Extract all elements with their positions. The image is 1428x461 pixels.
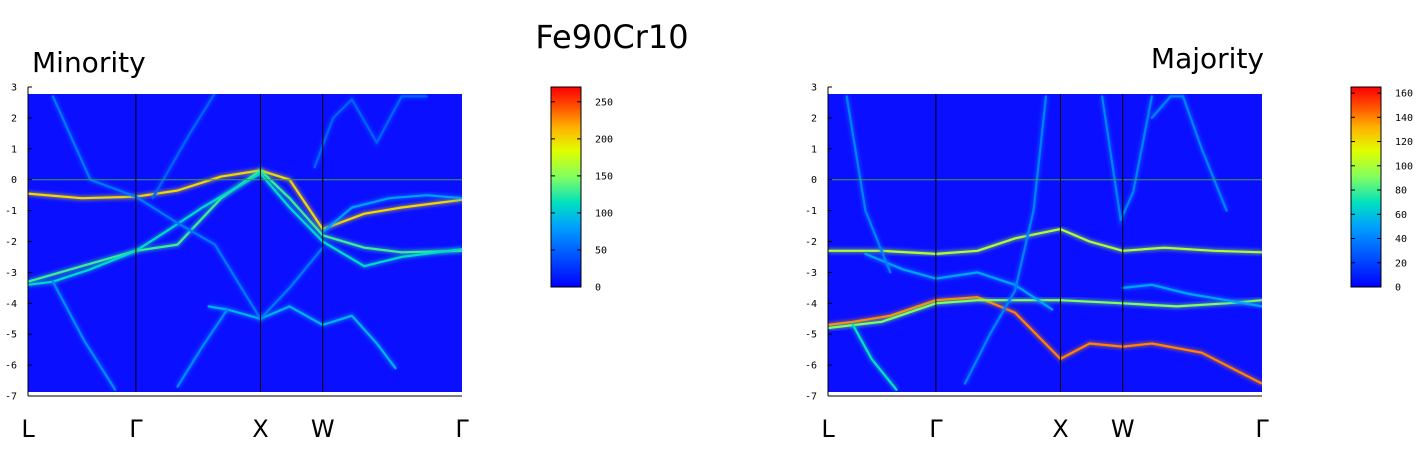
colorbar-tick-label: 80	[1395, 186, 1407, 197]
band-line	[845, 95, 892, 274]
band-line	[864, 252, 1054, 311]
band-line	[313, 95, 428, 169]
y-tick-label: -2	[805, 237, 817, 248]
bands	[28, 94, 462, 392]
colorbar-tick-label: 60	[1395, 210, 1407, 221]
band-line	[28, 172, 462, 286]
colorbar-tick-label: 100	[1395, 161, 1413, 172]
kpoint-label: W	[311, 415, 335, 443]
kpoint-label: Γ	[1255, 415, 1269, 443]
band-line	[134, 195, 324, 320]
band-line	[51, 280, 117, 391]
colorbar-tick-label: 200	[595, 134, 613, 145]
panel-title: Minority	[32, 46, 146, 79]
colorbar-tick-label: 150	[595, 171, 613, 182]
kpoint-label: W	[1111, 415, 1135, 443]
heatmap-background	[28, 94, 462, 392]
y-tick-label: -4	[5, 299, 17, 310]
colorbar-tick-label: 140	[1395, 113, 1413, 124]
y-tick-label: -6	[805, 361, 817, 372]
colorbar	[1350, 86, 1382, 288]
colorbar-tick-label: 40	[1395, 234, 1407, 245]
band-line	[851, 323, 898, 391]
y-tick-label: -3	[805, 268, 817, 279]
band-line	[1100, 95, 1154, 221]
band-line	[321, 194, 462, 234]
colorbar-tick-label: 0	[1395, 283, 1401, 294]
band-line	[828, 296, 1262, 385]
y-tick-label: -5	[5, 330, 17, 341]
y-tick-label: 1	[11, 144, 17, 155]
y-tick-label: 2	[811, 113, 817, 124]
colorbar-tick-label: 100	[595, 208, 613, 219]
y-tick-label: 3	[811, 83, 817, 94]
y-tick-label: -5	[805, 330, 817, 341]
kpoint-label: X	[1052, 415, 1068, 443]
kpoint-label: X	[252, 415, 268, 443]
colorbar-tick-label: 50	[595, 245, 607, 256]
band-line	[151, 94, 216, 200]
colorbar-tick-label: 120	[1395, 137, 1413, 148]
kpoint-label: L	[821, 415, 835, 443]
y-tick-label: 1	[811, 144, 817, 155]
y-tick-label: -3	[5, 268, 17, 279]
y-tick-label: -6	[5, 361, 17, 372]
kpoint-label: Γ	[929, 415, 943, 443]
panel-majority: Majority -7 -6 -5 -4 -3 -2 -1 0 1 2 3 L Γ X W Γ 0 20 40 60 80…	[805, 42, 1413, 443]
panel-minority: Minority -7 -6 -5 -4 -3 -2 -1 0 1 2 3 L Γ X W Γ 0 50 100 150…	[5, 46, 613, 443]
colorbar-tick-label: 160	[1395, 89, 1413, 100]
y-tick-label: 0	[11, 175, 17, 186]
figure-title: Fe90Cr10	[535, 18, 688, 56]
kpoint-label: Γ	[129, 415, 143, 443]
y-tick-label: -7	[805, 392, 817, 403]
band-line	[207, 305, 397, 370]
y-tick-label: -4	[805, 299, 817, 310]
colorbar	[550, 86, 582, 288]
kpoint-label: L	[21, 415, 35, 443]
y-tick-label: -1	[805, 206, 817, 217]
band-line	[963, 95, 1048, 385]
y-tick-label: -1	[5, 206, 17, 217]
y-tick-label: -2	[5, 237, 17, 248]
colorbar-tick-label: 20	[1395, 258, 1407, 269]
y-tick-label: -7	[5, 392, 17, 403]
colorbar-tick-label: 0	[595, 283, 601, 294]
band-line	[1121, 283, 1262, 308]
kpoint-label: Γ	[455, 415, 469, 443]
panel-title: Majority	[1151, 42, 1264, 75]
y-tick-label: 3	[11, 83, 17, 94]
y-tick-label: 2	[11, 113, 17, 124]
y-tick-label: 0	[811, 175, 817, 186]
band-line	[1150, 95, 1228, 212]
band-line	[176, 308, 229, 388]
colorbar-tick-label: 250	[595, 97, 613, 108]
